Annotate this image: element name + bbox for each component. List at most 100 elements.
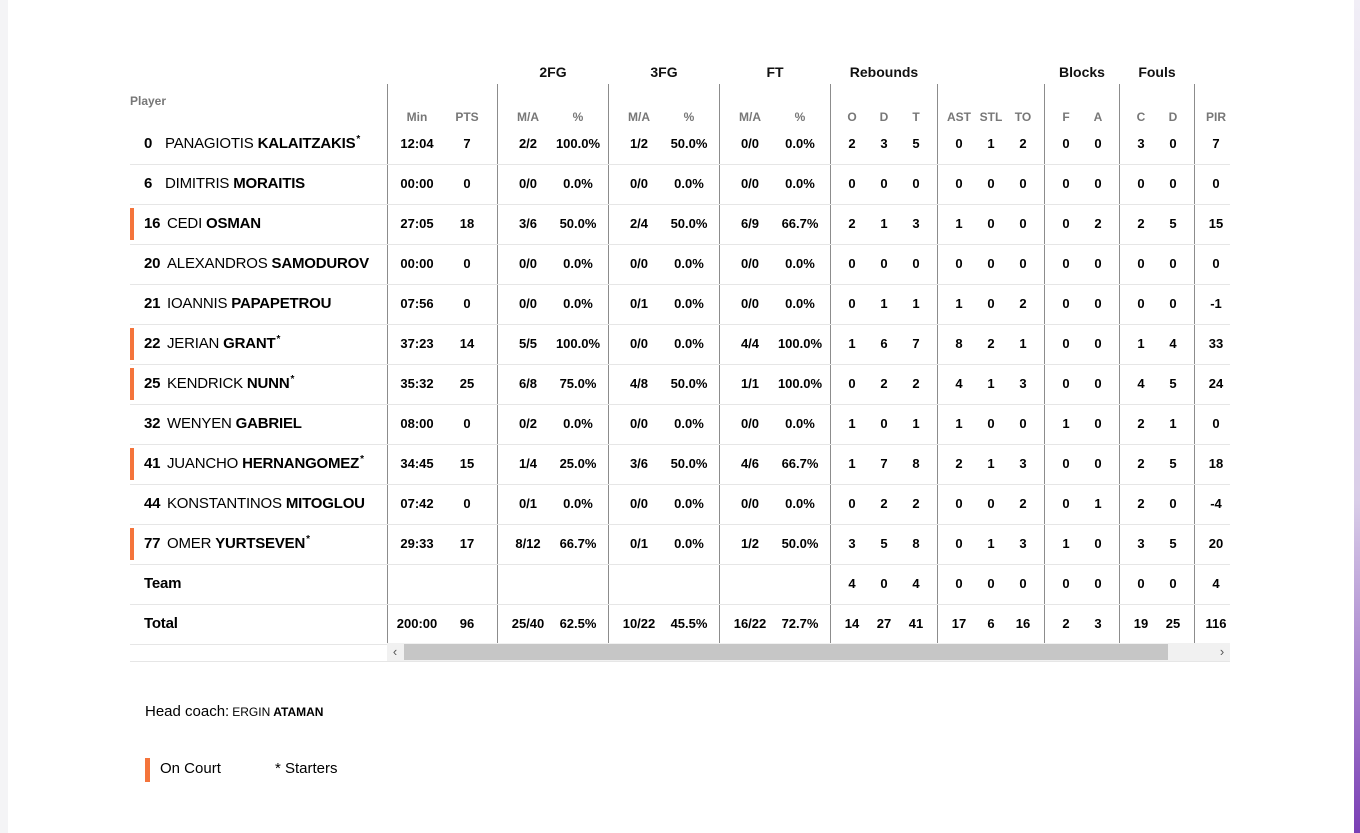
- stat-cell: 0/0: [629, 336, 649, 351]
- stat-cell: 16: [1015, 616, 1031, 631]
- player-name-cell[interactable]: 16 CEDI OSMAN: [144, 204, 261, 244]
- stat-cell: 1/4: [518, 456, 538, 471]
- stat-cell: 1/1: [740, 376, 760, 391]
- stat-cell: 0: [987, 576, 995, 591]
- column-header: M/A: [628, 110, 650, 124]
- stat-cell: 0: [1062, 376, 1070, 391]
- stat-cell: 5: [880, 536, 888, 551]
- stat-cell: 2: [880, 496, 888, 511]
- stat-cell: 7: [880, 456, 888, 471]
- stat-cell: 0/0: [518, 176, 538, 191]
- stat-cell: 25.0%: [559, 456, 597, 471]
- stat-cell: 0: [987, 296, 995, 311]
- player-name-cell[interactable]: 44 KONSTANTINOS MITOGLOU: [144, 484, 365, 524]
- column-header: STL: [979, 110, 1003, 124]
- stat-cell: 2: [1094, 216, 1102, 231]
- stat-cell: 0.0%: [674, 416, 704, 431]
- horizontal-scrollbar[interactable]: ‹ ›: [387, 643, 1230, 661]
- stat-cell: 0: [1169, 576, 1177, 591]
- table-row: 77 OMER YURTSEVEN* 29:33 17 8/12 66.7% 0/1 0.0% 1…: [130, 524, 1230, 565]
- table-row: 16 CEDI OSMAN 27:05 18 3/6 50.0% 2/4 50.0% 6/9 66.…: [130, 204, 1230, 245]
- stat-cell: 4/8: [629, 376, 649, 391]
- scroll-left-arrow-icon[interactable]: ‹: [392, 644, 398, 659]
- stat-cell: 4: [1212, 576, 1220, 591]
- stat-cell: 0/1: [629, 536, 649, 551]
- player-name-cell[interactable]: 21 IOANNIS PAPAPETROU: [144, 284, 331, 324]
- stat-cell: 0: [1094, 376, 1102, 391]
- stat-cell: 0: [1062, 216, 1070, 231]
- stat-cell: 0/2: [518, 416, 538, 431]
- stat-cell: 1: [987, 456, 995, 471]
- stat-cell: 0: [1094, 416, 1102, 431]
- stat-cell: 116: [1205, 616, 1227, 631]
- stat-cell: 15: [1208, 216, 1224, 231]
- stat-cell: 4: [1137, 376, 1145, 391]
- player-name-cell[interactable]: 0 PANAGIOTIS KALAITZAKIS*: [144, 124, 360, 164]
- player-number: 44: [144, 495, 161, 512]
- stat-cell: 0: [1212, 416, 1220, 431]
- player-name-cell[interactable]: 22 JERIAN GRANT*: [144, 324, 280, 364]
- stat-cell: 27: [876, 616, 892, 631]
- stat-cell: 41: [908, 616, 924, 631]
- stat-cell: 5: [912, 136, 920, 151]
- stat-cell: -1: [1210, 296, 1222, 311]
- stat-cell: 4/6: [740, 456, 760, 471]
- player-number: 22: [144, 335, 161, 352]
- stat-cell: 3: [912, 216, 920, 231]
- stat-cell: 2: [987, 336, 995, 351]
- stat-cell: 2: [912, 496, 920, 511]
- stat-cell: 45.5%: [670, 616, 708, 631]
- stat-cell: 12:04: [400, 136, 434, 151]
- stat-cell: 66.7%: [559, 536, 597, 551]
- stat-cell: 0: [1062, 336, 1070, 351]
- on-court-indicator: [130, 368, 134, 400]
- stat-cell: 100.0%: [555, 336, 601, 351]
- player-name-cell[interactable]: 77 OMER YURTSEVEN*: [144, 524, 310, 564]
- stat-cell: 1: [880, 296, 888, 311]
- stat-cell: 0: [1212, 256, 1220, 271]
- stat-cell: 1: [1094, 496, 1102, 511]
- column-header: %: [572, 110, 584, 124]
- stat-cell: 0/0: [740, 256, 760, 271]
- stat-cell: 0.0%: [563, 256, 593, 271]
- stat-cell: 1: [880, 216, 888, 231]
- player-number: 0: [144, 135, 153, 152]
- stat-cell: 4: [1169, 336, 1177, 351]
- stat-cell: 50.0%: [670, 376, 708, 391]
- stat-cell: 2: [1137, 496, 1145, 511]
- stat-cell: 0.0%: [674, 256, 704, 271]
- stat-cell: 3: [1094, 616, 1102, 631]
- on-court-indicator: [130, 448, 134, 480]
- player-name-cell[interactable]: 41 JUANCHO HERNANGOMEZ*: [144, 444, 364, 484]
- player-name-cell[interactable]: 6 DIMITRIS MORAITIS: [144, 164, 305, 204]
- stat-cell: 0/0: [740, 296, 760, 311]
- player-name-cell[interactable]: 25 KENDRICK NUNN*: [144, 364, 294, 404]
- stat-cell: 1: [1062, 416, 1070, 431]
- column-header: PIR: [1205, 110, 1226, 124]
- stat-cell: 50.0%: [670, 216, 708, 231]
- scroll-right-arrow-icon[interactable]: ›: [1219, 644, 1225, 659]
- player-number: 77: [144, 535, 161, 552]
- player-name-cell[interactable]: 32 WENYEN GABRIEL: [144, 404, 302, 444]
- table-row: 6 DIMITRIS MORAITIS 00:00 0 0/0 0.0% 0/0 0.0% 0/0…: [130, 164, 1230, 205]
- scrollbar-thumb[interactable]: [404, 644, 1168, 660]
- stat-cell: 62.5%: [559, 616, 597, 631]
- team-row: Team 4 0 4 0 0 0 0 0 0 0 4: [130, 564, 1230, 605]
- stat-cell: 3: [848, 536, 856, 551]
- starters-legend-label: * Starters: [275, 760, 338, 777]
- stat-cell: 0/1: [518, 496, 538, 511]
- stat-cell: 5: [1169, 536, 1177, 551]
- stat-cell: 7: [463, 136, 471, 151]
- stat-cell: 0.0%: [785, 416, 815, 431]
- table-row: 0 PANAGIOTIS KALAITZAKIS* 12:04 7 2/2 100.0% 1/…: [130, 124, 1230, 165]
- stat-cell: 0: [1094, 296, 1102, 311]
- player-name-cell[interactable]: 20 ALEXANDROS SAMODUROV: [144, 244, 369, 284]
- stat-cell: 66.7%: [781, 456, 819, 471]
- stat-cell: 0: [1019, 216, 1027, 231]
- stat-cell: 100.0%: [777, 376, 823, 391]
- stat-cell: 0: [955, 176, 963, 191]
- stat-cell: 5: [1169, 456, 1177, 471]
- column-header: O: [847, 110, 857, 124]
- stat-cell: 0/0: [740, 136, 760, 151]
- left-page-edge: [0, 0, 8, 833]
